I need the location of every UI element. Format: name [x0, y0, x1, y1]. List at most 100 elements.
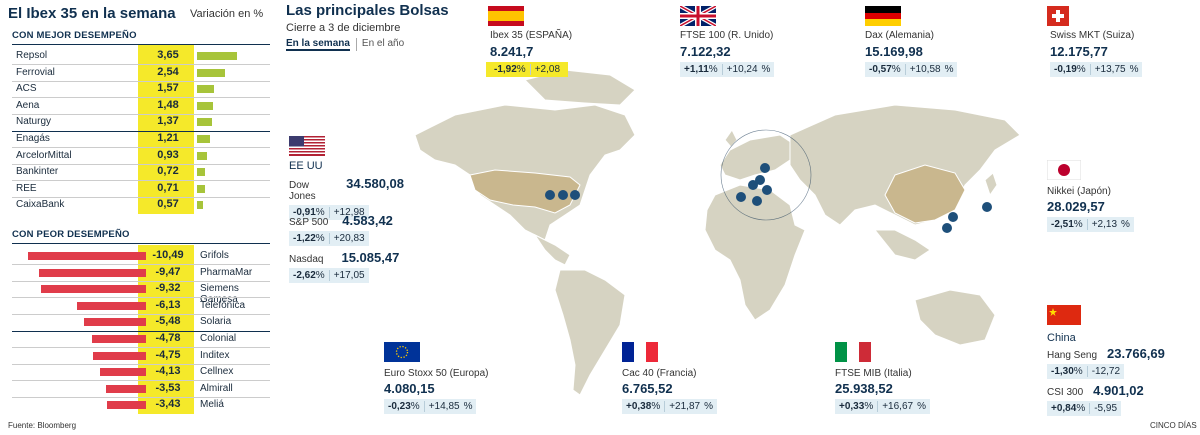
company-name: Colonial	[200, 333, 237, 344]
best-row: Bankinter 0,72	[12, 164, 267, 180]
market-name: Dow Jones	[289, 180, 316, 202]
best-row: Enagás 1,21	[12, 131, 267, 147]
company-name: Cellnex	[200, 366, 234, 378]
pct-sign: %	[410, 401, 420, 412]
best-row: CaixaBank 0,57	[12, 197, 267, 213]
market-dax: Dax (Alemania) 15.169,98 -0,57% +10,58%	[865, 30, 958, 77]
bar	[39, 268, 146, 277]
company-name: Enagás	[16, 133, 50, 144]
best-row: REE 0,71	[12, 181, 267, 197]
pct-sign: %	[315, 207, 325, 218]
market-name: Swiss MKT (Suiza)	[1050, 30, 1135, 41]
week-change: -1,22	[293, 233, 316, 244]
value-label: -5,48	[155, 315, 181, 328]
bar	[197, 68, 225, 77]
worst-highlight-column	[138, 245, 194, 414]
market-cac: Cac 40 (Francia) 6.765,52 +0,38% +21,87%	[622, 368, 717, 414]
company-name: Naturgy	[16, 116, 52, 128]
bar	[197, 101, 214, 110]
row-divider	[12, 380, 270, 382]
company-name: Meliá	[200, 399, 224, 411]
row-divider	[12, 347, 270, 349]
market-nikkei: Nikkei (Japón) 28.029,57 -2,51% +2,13%	[1047, 186, 1134, 232]
bar	[197, 135, 211, 143]
value-label: -6,13	[155, 298, 181, 311]
year-change: +17,05	[333, 270, 365, 281]
market-name: FTSE 100 (R. Unido)	[680, 30, 774, 41]
bar	[92, 351, 146, 360]
week-change: -0,91	[293, 207, 316, 218]
tab-week[interactable]: En la semana	[286, 38, 350, 51]
market-csi: CSI 300 4.901,02 +0,84% -5,95	[1047, 383, 1144, 416]
worst-row: -4,75 Inditex	[12, 348, 267, 364]
value-label: 0,71	[157, 181, 179, 194]
bar	[84, 318, 146, 327]
market-sp: S&P 500 4.583,42 -1,22% +20,83	[289, 213, 393, 246]
market-ibex: Ibex 35 (ESPAÑA) 8.241,7 -1,92% +2,08	[486, 30, 573, 77]
market-name: Cac 40 (Francia)	[622, 368, 697, 379]
value-label: -3,53	[155, 381, 181, 394]
best-highlight-column	[138, 45, 194, 214]
week-change: -0,57	[869, 64, 892, 75]
us-label: EE UU	[289, 160, 323, 172]
bar	[41, 285, 146, 294]
week-change: -0,23	[388, 401, 411, 412]
row-divider	[12, 80, 270, 82]
pct-sign: %	[516, 64, 526, 75]
year-change: +14,85	[428, 401, 460, 412]
italy-flag-icon	[835, 342, 871, 362]
market-value: 28.029,57	[1047, 199, 1105, 214]
bar	[197, 118, 212, 127]
bar	[197, 52, 237, 60]
value-label: -9,47	[155, 265, 181, 278]
year-change: +10,24	[726, 64, 758, 75]
value-label: 1,21	[157, 132, 179, 144]
value-label: 2,54	[157, 65, 179, 78]
markets-title: Las principales Bolsas	[286, 2, 449, 19]
company-name: Ferrovial	[16, 66, 55, 78]
year-change: +2,13	[1091, 219, 1118, 230]
company-name: Inditex	[200, 349, 230, 361]
row-divider	[12, 264, 270, 266]
market-value: 15.169,98	[865, 44, 923, 59]
pct-sign: %	[864, 401, 874, 412]
tab-year[interactable]: En el año	[355, 38, 404, 51]
bar	[197, 168, 205, 177]
pct-sign: %	[1121, 219, 1130, 230]
row-divider	[12, 280, 270, 282]
world-map	[414, 69, 1021, 396]
company-name: Bankinter	[16, 166, 59, 178]
market-name: Nasdaq	[289, 254, 324, 265]
best-row: ArcelorMittal 0,93	[12, 148, 267, 164]
year-change: +20,83	[333, 233, 365, 244]
ibex-subtitle: Variación en %	[190, 8, 264, 20]
pct-sign: %	[1073, 366, 1083, 377]
market-value: 23.766,69	[1107, 346, 1165, 361]
pct-sign: %	[315, 270, 325, 281]
week-change: +1,11	[684, 64, 709, 75]
eu-flag-icon	[384, 342, 420, 362]
week-change: -2,51	[1051, 219, 1074, 230]
pct-sign: %	[315, 233, 325, 244]
company-name: Solaria	[200, 316, 232, 328]
week-change: +0,38	[626, 401, 652, 412]
market-name: FTSE MIB (Italia)	[835, 368, 912, 379]
germany-flag-icon	[865, 6, 901, 26]
row-divider	[12, 113, 270, 115]
source-note: Fuente: Bloomberg	[8, 421, 77, 430]
best-row: Repsol 3,65	[12, 48, 267, 64]
best-section-label: CON MEJOR DESEMPEÑO	[12, 30, 137, 41]
market-value: 4.901,02	[1093, 383, 1144, 398]
year-change: +10,58	[909, 64, 941, 75]
market-name: Ibex 35 (ESPAÑA)	[490, 30, 573, 41]
market-dow: Dow Jones 34.580,08 -0,91% +12,98	[289, 176, 404, 220]
worst-row: -9,47 PharmaMar	[12, 265, 267, 281]
ibex-title: El Ibex 35 en la semana	[8, 5, 176, 22]
market-value: 12.175,77	[1050, 44, 1108, 59]
pct-sign: %	[1129, 64, 1139, 75]
value-label: -9,32	[155, 282, 181, 295]
week-change: -1,92	[494, 64, 517, 75]
best-row: Aena 1,48	[12, 98, 267, 114]
bar	[197, 85, 215, 94]
market-value: 34.580,08	[346, 176, 404, 191]
